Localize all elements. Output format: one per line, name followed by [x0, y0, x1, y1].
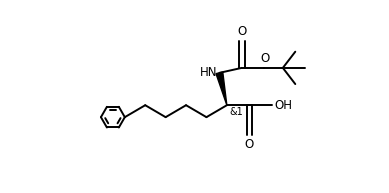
Text: &1: &1	[230, 107, 244, 117]
Text: O: O	[245, 138, 254, 151]
Text: HN: HN	[200, 66, 217, 79]
Text: O: O	[260, 52, 269, 65]
Text: OH: OH	[274, 99, 292, 112]
Polygon shape	[216, 72, 227, 105]
Text: O: O	[237, 25, 246, 37]
